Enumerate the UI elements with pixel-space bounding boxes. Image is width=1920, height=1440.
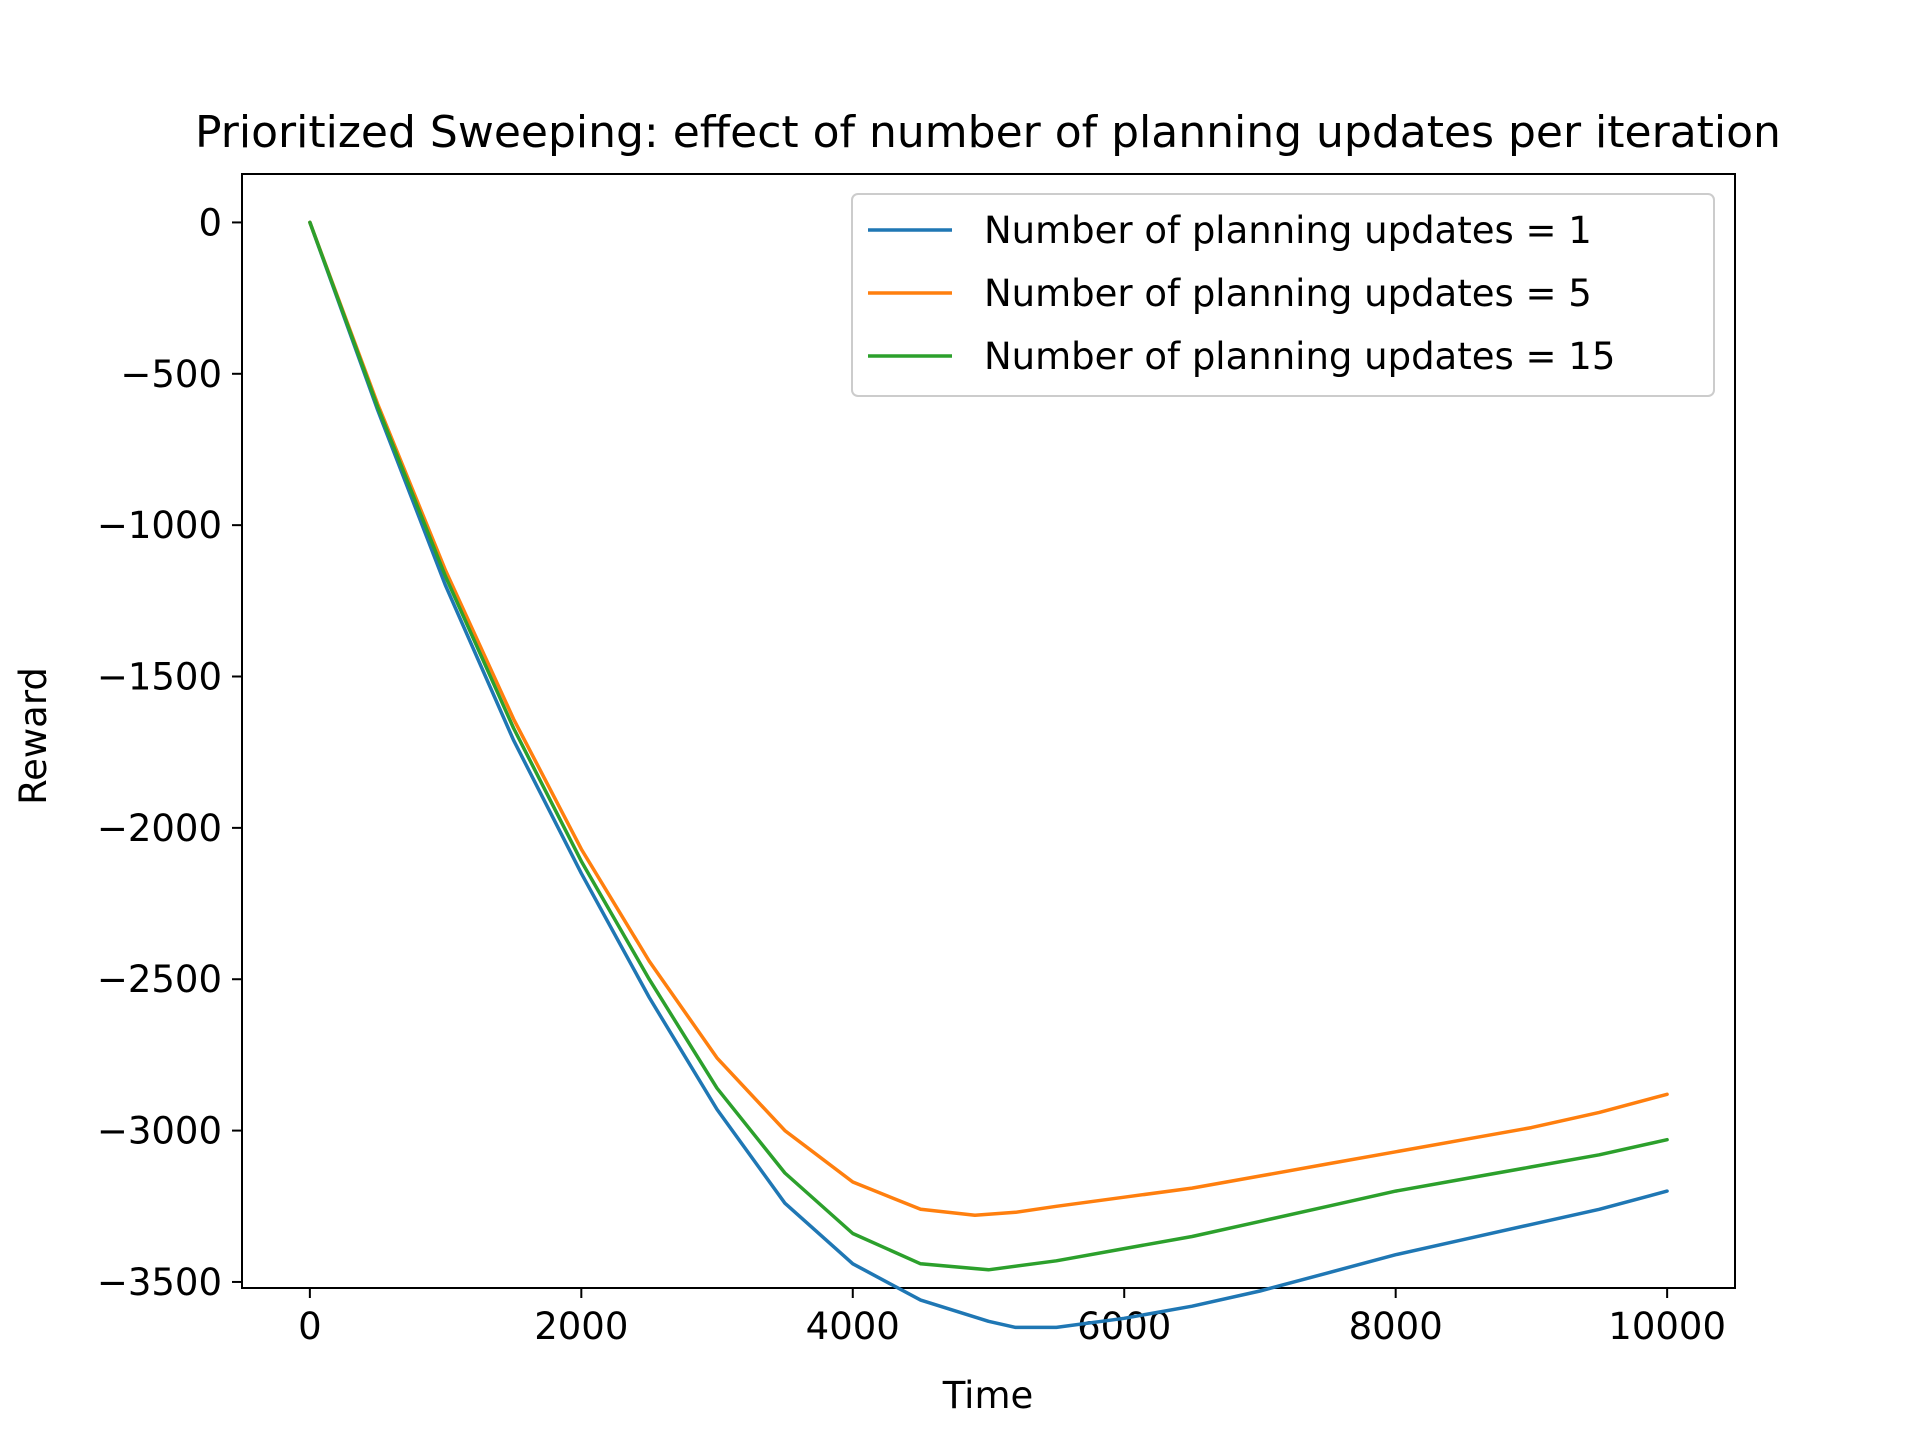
x-tick-label: 10000	[1608, 1305, 1726, 1348]
y-tick-label: −2000	[97, 807, 222, 850]
x-tick-label: 4000	[806, 1305, 900, 1348]
y-axis: 0 −500 −1000 −1500 −2000 −2500 −3000 −3500	[97, 201, 242, 1304]
x-tick-label: 2000	[534, 1305, 628, 1348]
x-tick-label: 0	[298, 1305, 322, 1348]
legend-label-2: Number of planning updates = 5	[984, 272, 1592, 315]
legend-label-3: Number of planning updates = 15	[984, 335, 1615, 378]
y-tick-label: −1000	[97, 504, 222, 547]
y-tick-label: −1500	[97, 656, 222, 699]
x-axis: 0 2000 4000 6000 8000 10000	[298, 1288, 1726, 1348]
x-axis-title: Time	[942, 1374, 1034, 1417]
y-tick-label: −3500	[97, 1261, 222, 1304]
y-tick-label: −500	[120, 353, 222, 396]
series-line-3	[308, 220, 1669, 1272]
chart-title: Prioritized Sweeping: effect of number o…	[195, 107, 1781, 158]
legend: Number of planning updates = 1 Number of …	[851, 193, 1715, 397]
plot-frame	[241, 173, 1736, 1289]
plot-area	[241, 173, 1736, 1289]
x-tick-label: 8000	[1349, 1305, 1443, 1348]
y-axis-title: Reward	[12, 667, 55, 805]
series-line-1	[308, 220, 1669, 1330]
y-tick-label: −3000	[97, 1110, 222, 1153]
y-tick-label: 0	[198, 201, 222, 244]
series-line-2	[308, 220, 1669, 1218]
series-group	[308, 220, 1669, 1330]
y-tick-label: −2500	[97, 958, 222, 1001]
legend-box	[851, 193, 1715, 397]
legend-label-1: Number of planning updates = 1	[984, 209, 1592, 252]
